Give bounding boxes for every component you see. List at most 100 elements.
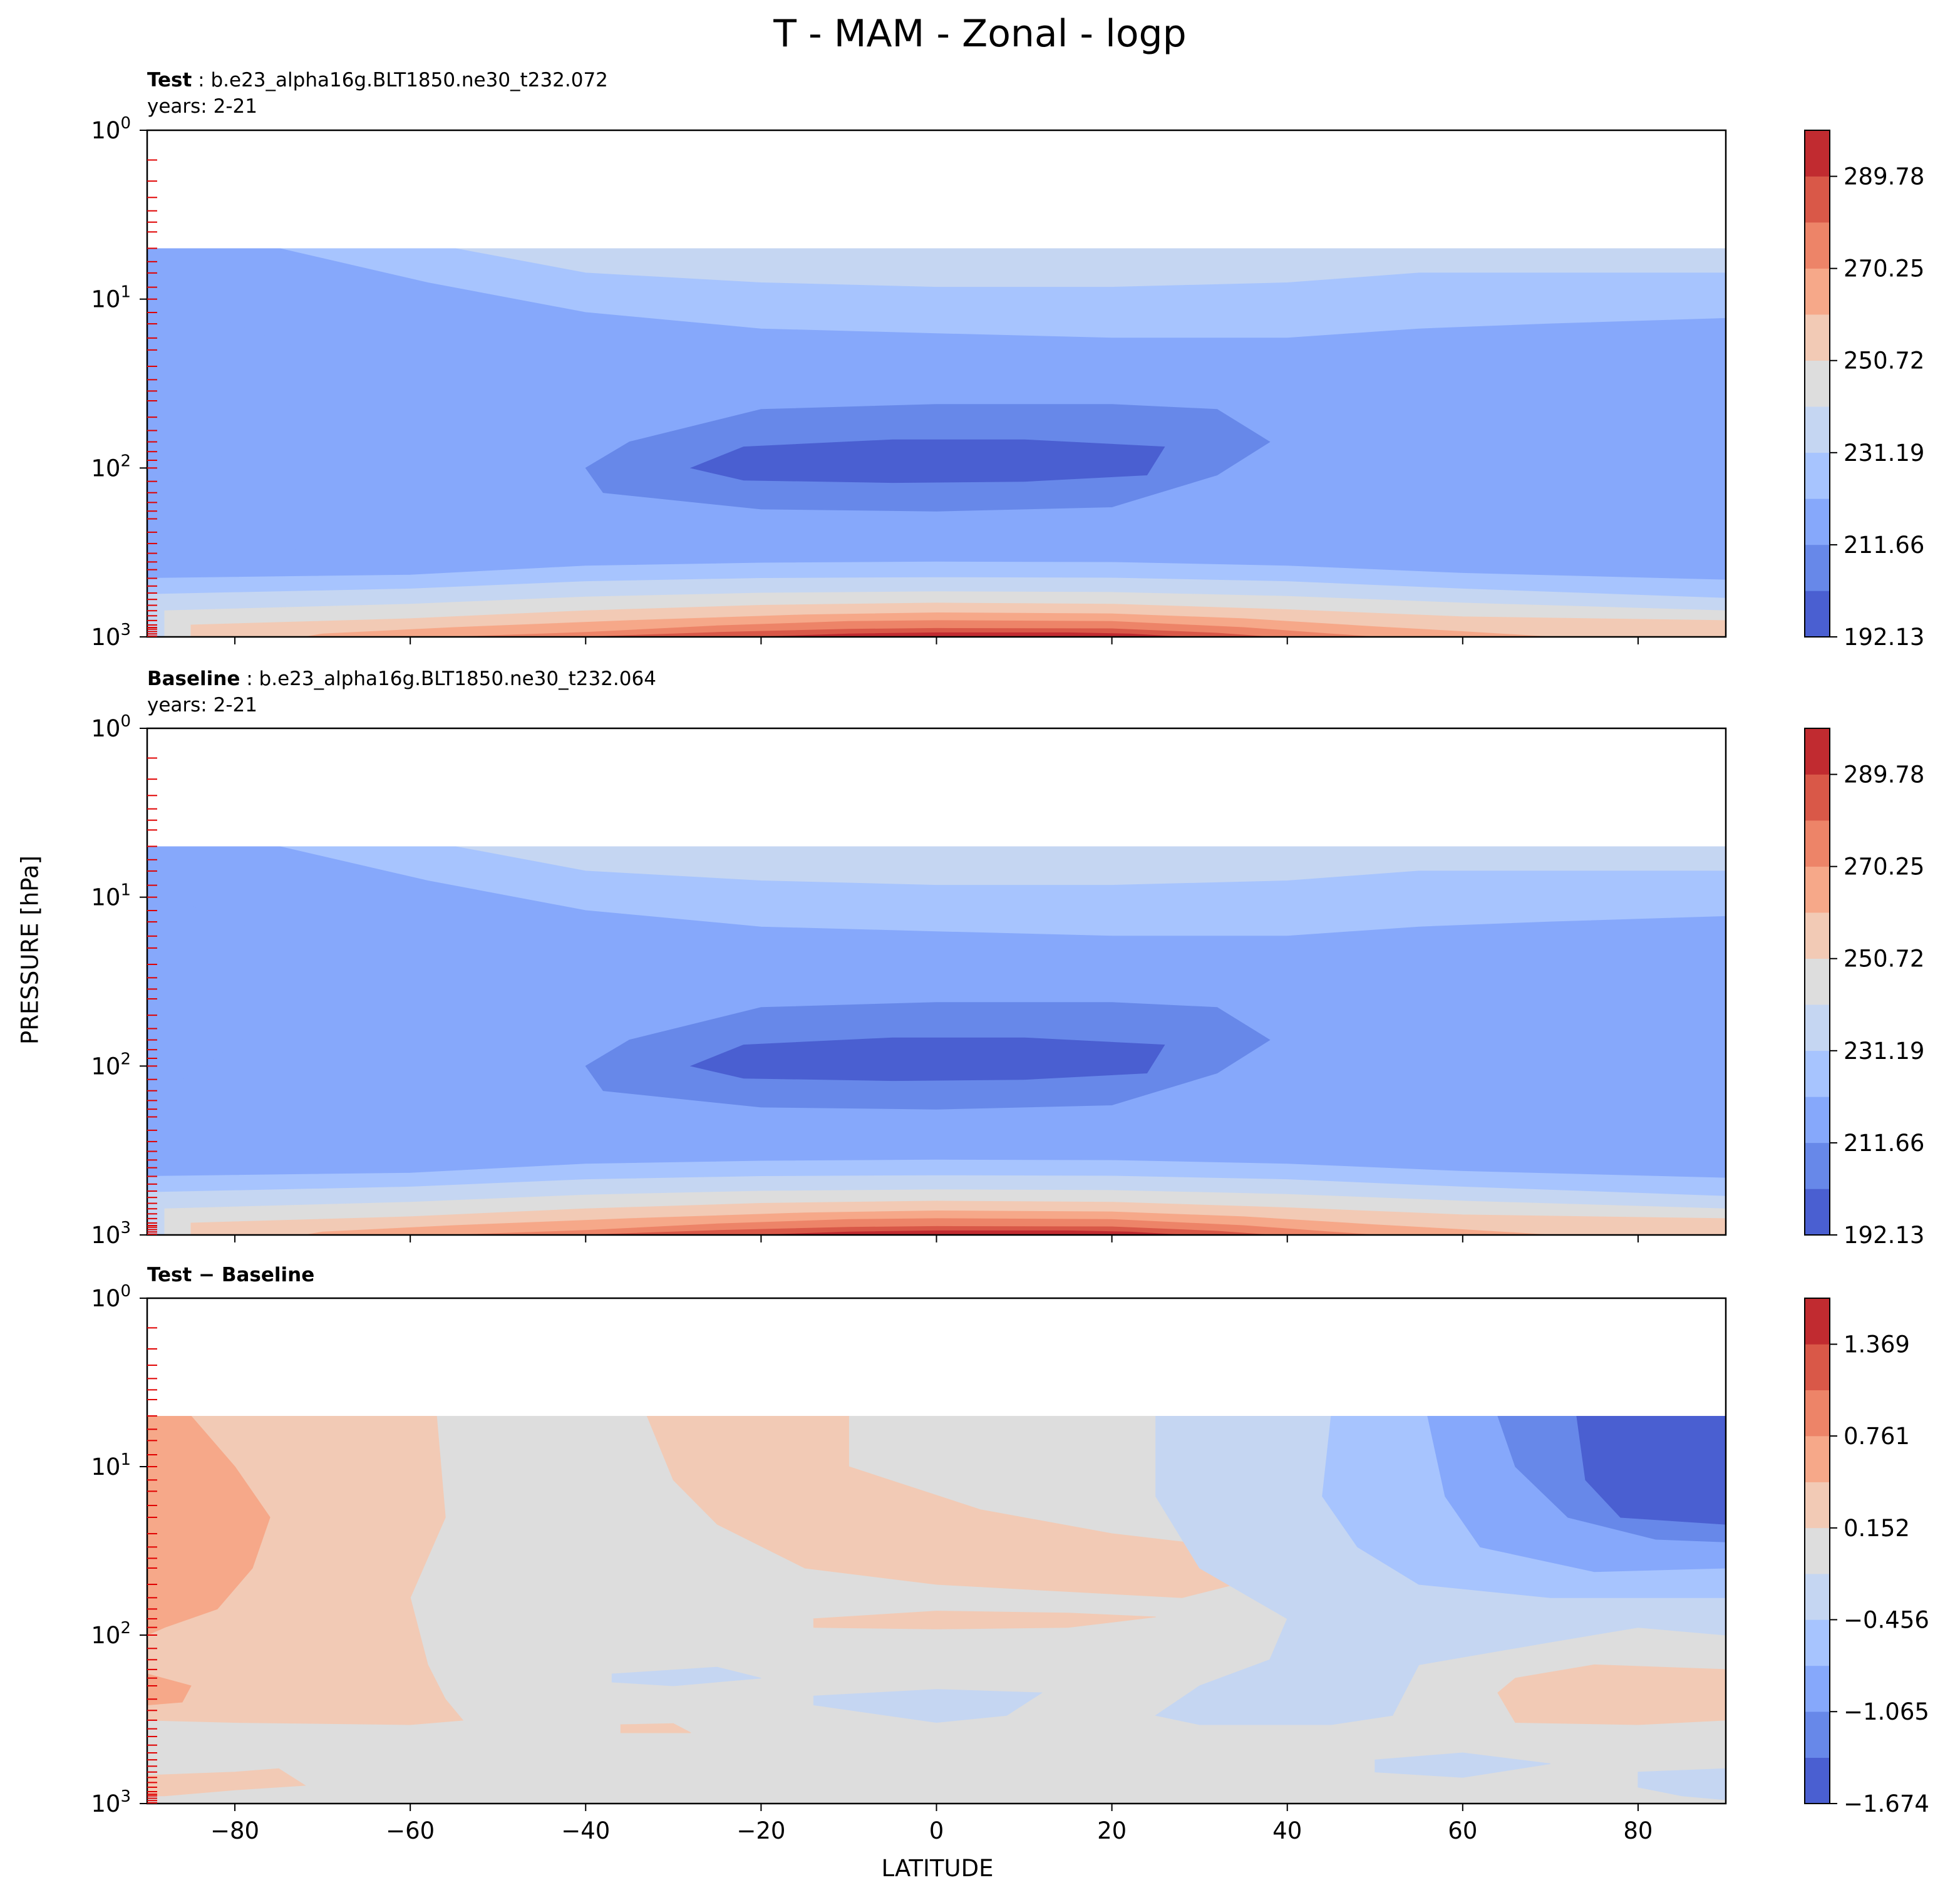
y-tick-label: 102	[91, 1619, 131, 1649]
y-tick-label: 103	[91, 1219, 131, 1249]
y-tick-label: 103	[91, 1787, 131, 1817]
panel-years-test: years: 2-21	[147, 95, 257, 118]
contour-region	[813, 1611, 1156, 1629]
colorbar-segment	[1804, 774, 1830, 821]
panel-years-baseline: years: 2-21	[147, 694, 257, 716]
contour-region	[689, 1037, 1165, 1082]
colorbar-tick-label: 0.152	[1844, 1515, 1910, 1542]
colorbar-segment	[1804, 1573, 1830, 1620]
colorbar-tick-label: 250.72	[1844, 348, 1924, 374]
colorbar-segment	[1804, 498, 1830, 545]
contour-region	[689, 439, 1165, 483]
colorbar-segment	[1804, 1665, 1830, 1712]
colorbar-frame	[1804, 130, 1830, 638]
figure-title: T - MAM - Zonal - logp	[773, 12, 1187, 56]
model-top-blank	[147, 130, 1726, 249]
y-tick-label: 100	[91, 114, 131, 144]
panel-title-label: Test − Baseline	[147, 1264, 315, 1286]
colorbar-segment	[1804, 1435, 1830, 1482]
colorbar-tick-label: 270.25	[1844, 256, 1924, 282]
colorbar-tick-label: 250.72	[1844, 946, 1924, 973]
colorbar: 192.13 211.66 231.19 250.72 270.25 289.78	[1804, 728, 1924, 1249]
contour-region	[147, 532, 323, 576]
colorbar-segment	[1804, 1097, 1830, 1144]
colorbar-segment	[1804, 1757, 1830, 1804]
x-tick-label: −40	[561, 1817, 610, 1844]
colorbar-tick-label: 0.761	[1844, 1423, 1910, 1450]
y-tick-label: 100	[91, 712, 131, 742]
colorbar-segment	[1804, 1619, 1830, 1666]
colorbar-tick-label: 231.19	[1844, 440, 1924, 467]
colorbar-segment	[1804, 1142, 1830, 1189]
colorbar-tick-label: 289.78	[1844, 762, 1924, 788]
model-top-blank	[147, 1298, 1726, 1417]
colorbar-segment	[1804, 1527, 1830, 1574]
colorbar-segment	[1804, 591, 1830, 638]
colorbar: 192.13 211.66 231.19 250.72 270.25 289.78	[1804, 130, 1924, 651]
colorbar-tick-label: 192.13	[1844, 1222, 1924, 1249]
colorbar-segment	[1804, 360, 1830, 407]
y-tick-label: 101	[91, 283, 131, 313]
contour-region	[1375, 1752, 1550, 1778]
contour-fills	[147, 728, 1726, 1235]
y-tick-label: 102	[91, 452, 131, 482]
colorbar-segment	[1804, 958, 1830, 1005]
contour-region	[813, 1689, 1043, 1723]
panel-title-case: b.e23_alpha16g.BLT1850.ne30_t232.064	[259, 668, 656, 690]
contour-region	[147, 1415, 271, 1636]
colorbar-segment	[1804, 406, 1830, 453]
colorbar-tick-label: −1.674	[1844, 1790, 1929, 1817]
colorbar-segment	[1804, 1390, 1830, 1437]
y-tick-label: 101	[91, 881, 131, 911]
colorbar-frame	[1804, 728, 1830, 1236]
colorbar-tick-label: 211.66	[1844, 532, 1924, 559]
y-tick-label: 102	[91, 1050, 131, 1080]
colorbar-segment	[1804, 130, 1830, 177]
x-tick-label: 80	[1623, 1817, 1653, 1844]
colorbar-tick-label: 270.25	[1844, 854, 1924, 880]
colorbar-segment	[1804, 452, 1830, 499]
x-tick-label: 60	[1448, 1817, 1477, 1844]
colorbar-tick-label: 1.369	[1844, 1331, 1910, 1358]
y-tick-label: 101	[91, 1450, 131, 1480]
y-tick-label: 103	[91, 621, 131, 651]
colorbar-segment	[1804, 1189, 1830, 1236]
panel-title-label: Baseline	[147, 668, 240, 690]
x-tick-label: 0	[929, 1817, 944, 1844]
colorbar-segment	[1804, 544, 1830, 591]
panel-title-test: Test : b.e23_alpha16g.BLT1850.ne30_t232.…	[147, 69, 608, 91]
colorbar-segment	[1804, 1711, 1830, 1758]
colorbar-frame	[1804, 1298, 1830, 1804]
model-top-blank	[147, 728, 1726, 847]
colorbar-tick-label: −0.456	[1844, 1606, 1929, 1633]
colorbar-segment	[1804, 1298, 1830, 1345]
colorbar-tick-label: 211.66	[1844, 1130, 1924, 1157]
contour-panel-0: 100 101 102 103 192.13 211.66 231.19 250.72 270.…	[91, 114, 1924, 651]
x-tick-label: −80	[210, 1817, 259, 1844]
contour-region	[147, 889, 323, 1092]
colorbar-tick-label: 231.19	[1844, 1038, 1924, 1065]
contour-region	[761, 1230, 1182, 1235]
x-tick-label: 40	[1272, 1817, 1302, 1844]
contour-panel-1: 100 101 102 103 192.13 211.66 231.19 250.72 270.…	[91, 712, 1924, 1249]
contour-region	[611, 1666, 761, 1686]
x-tick-label: 20	[1097, 1817, 1127, 1844]
panel-title-difference: Test − Baseline	[147, 1262, 314, 1288]
colorbar-segment	[1804, 176, 1830, 223]
colorbar-segment	[1804, 1344, 1830, 1391]
contour-region	[147, 1673, 192, 1706]
colorbar-segment	[1804, 222, 1830, 269]
contour-region	[1497, 1664, 1726, 1725]
x-axis-label: LATITUDE	[881, 1855, 994, 1882]
colorbar-segment	[1804, 728, 1830, 775]
x-tick-label: −20	[736, 1817, 785, 1844]
colorbar-segment	[1804, 314, 1830, 361]
panel-title-baseline: Baseline : b.e23_alpha16g.BLT1850.ne30_t…	[147, 668, 656, 690]
colorbar-segment	[1804, 866, 1830, 913]
x-tick-label: −60	[386, 1817, 435, 1844]
contour-region	[147, 1130, 323, 1174]
colorbar-segment	[1804, 1050, 1830, 1097]
contour-region	[147, 291, 323, 493]
colorbar-segment	[1804, 820, 1830, 867]
